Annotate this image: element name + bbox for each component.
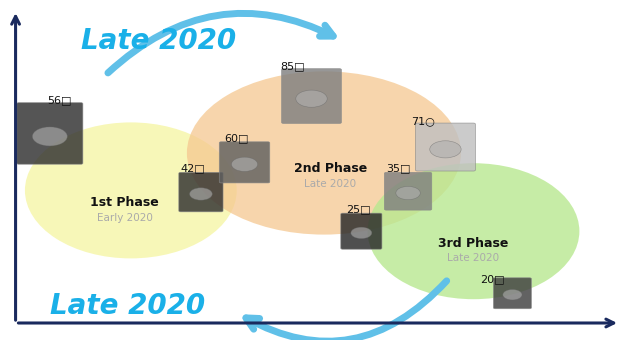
Text: 35□: 35□ xyxy=(386,164,411,173)
Text: 71○: 71○ xyxy=(411,116,435,126)
Text: Late 2020: Late 2020 xyxy=(50,292,205,320)
FancyBboxPatch shape xyxy=(17,103,83,164)
Circle shape xyxy=(296,90,327,107)
Text: Early 2020: Early 2020 xyxy=(97,212,153,223)
FancyBboxPatch shape xyxy=(341,213,382,249)
Circle shape xyxy=(396,186,421,200)
FancyBboxPatch shape xyxy=(416,123,475,171)
Text: Late 2020: Late 2020 xyxy=(81,27,236,55)
Circle shape xyxy=(189,188,212,200)
FancyBboxPatch shape xyxy=(384,172,432,210)
FancyBboxPatch shape xyxy=(179,172,223,212)
FancyBboxPatch shape xyxy=(493,278,531,309)
FancyBboxPatch shape xyxy=(219,142,270,183)
Text: 85□: 85□ xyxy=(280,62,305,71)
Circle shape xyxy=(503,289,522,300)
FancyBboxPatch shape xyxy=(282,69,341,123)
Text: 56□: 56□ xyxy=(47,96,71,105)
Text: 3rd Phase: 3rd Phase xyxy=(439,237,508,250)
Text: Late 2020: Late 2020 xyxy=(447,253,500,264)
Circle shape xyxy=(231,157,258,171)
Text: 2nd Phase: 2nd Phase xyxy=(293,162,367,175)
Ellipse shape xyxy=(368,163,579,299)
Text: Late 2020: Late 2020 xyxy=(304,178,356,189)
Text: 42□: 42□ xyxy=(181,164,206,173)
Text: 1st Phase: 1st Phase xyxy=(90,196,159,209)
Circle shape xyxy=(351,227,372,239)
Circle shape xyxy=(32,127,67,146)
Circle shape xyxy=(430,141,461,158)
Text: 25□: 25□ xyxy=(346,204,371,214)
Ellipse shape xyxy=(25,122,237,258)
Ellipse shape xyxy=(187,71,461,235)
Text: 20□: 20□ xyxy=(480,274,505,284)
Text: 60□: 60□ xyxy=(224,133,249,143)
